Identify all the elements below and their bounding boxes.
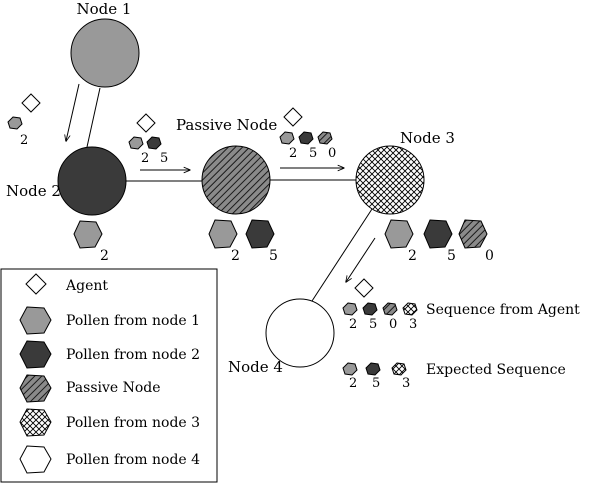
legend-item-label: Pollen from node 4 [66,452,200,468]
pollen-node1-hexagon-icon [384,219,414,249]
line-node1-to-node2 [86,87,101,148]
agent-seq-digit-3: 0 [389,317,397,332]
pollen-node2-hexagon-icon [298,131,314,145]
legend-item-label: Pollen from node 1 [66,313,200,329]
legend-item-label: Pollen from node 2 [66,347,200,363]
legend-hexagon-white-icon [19,445,52,474]
seq-passive-digit-1: 2 [289,146,297,161]
agent-diamond-icon [21,93,41,113]
sequence-from-agent-label: Sequence from Agent [426,302,580,318]
legend-diamond-icon [25,273,47,295]
line-node3-to-node4 [311,208,373,302]
seq-passive-digit-3: 0 [328,146,336,161]
pollen-node1-hexagon-icon [7,116,23,130]
pollen-node1-hexagon-icon [279,131,295,145]
node-2-label: Node 2 [6,182,61,200]
seq-passive-digit-2: 5 [309,146,317,161]
legend-hexagon-crosshatch-icon [19,408,52,437]
pollen-node2-hexagon-icon [362,302,378,316]
legend-hexagon-hatched-icon [19,374,52,403]
pollen-passive-hexagon-icon [382,302,398,316]
pollen-node1-hexagon-icon [208,219,238,249]
agent-diamond-icon [136,113,156,133]
agent-seq-digit-2: 5 [369,317,377,332]
node3-hold-digit-2: 5 [447,248,456,264]
legend-hexagon-dark-icon [19,340,52,369]
expected-seq-digit-1: 2 [349,376,357,391]
pollen-node1-hexagon-icon [73,220,103,249]
arrow-node1-to-node2 [66,83,80,141]
pollen-node2-hexagon-icon [245,219,275,249]
node-4-label: Node 4 [228,358,283,376]
pollen-passive-hexagon-icon [458,219,488,249]
node-1-label: Node 1 [77,0,132,18]
pollen-node2-hexagon-icon [146,136,162,150]
expected-sequence-label: Expected Sequence [426,362,566,378]
node3-hold-digit-3: 0 [485,248,494,264]
node-1-circle [70,18,140,88]
pollen-passive-hexagon-icon [317,131,333,145]
legend-item-label: Agent [65,278,108,294]
node-2-circle [57,146,127,216]
agent-seq-digit-4: 3 [409,317,417,332]
pollen-node3-hexagon-icon [391,362,407,376]
agent-diamond-icon [354,278,374,298]
legend-hexagon-gray-icon [19,306,52,335]
pollen-node2-hexagon-icon [423,219,453,249]
passive-hold-digit-1: 2 [231,248,240,264]
agent-seq-digit-1: 2 [349,317,357,332]
pollen-node1-hexagon-icon [128,136,144,150]
expected-seq-digit-2: 5 [372,376,380,391]
legend: Agent Pollen from node 1 Pollen from nod… [0,268,218,483]
passive-node-circle [201,145,271,215]
expected-seq-digit-3: 3 [402,376,410,391]
agent-diamond-icon [283,107,303,127]
node2-hold-digit: 2 [100,248,109,264]
pollen-node2-hexagon-icon [365,362,381,376]
pollen-node1-hexagon-icon [342,302,358,316]
passive-hold-digit-2: 5 [269,248,278,264]
node-3-circle [355,145,425,215]
pollen-node1-hexagon-icon [342,362,358,376]
legend-item-label: Passive Node [66,380,161,396]
node-3-label: Node 3 [400,129,455,147]
legend-item-label: Pollen from node 3 [66,415,200,431]
node3-hold-digit-1: 2 [408,248,417,264]
arrow-node3-to-node4 [346,237,376,282]
seq-n1-digit: 2 [20,133,28,148]
pollen-node3-hexagon-icon [402,302,418,316]
node-4-circle [265,298,335,368]
seq-n2-digit-1: 2 [141,151,149,166]
passive-node-label: Passive Node [176,116,277,134]
seq-n2-digit-2: 5 [160,151,168,166]
